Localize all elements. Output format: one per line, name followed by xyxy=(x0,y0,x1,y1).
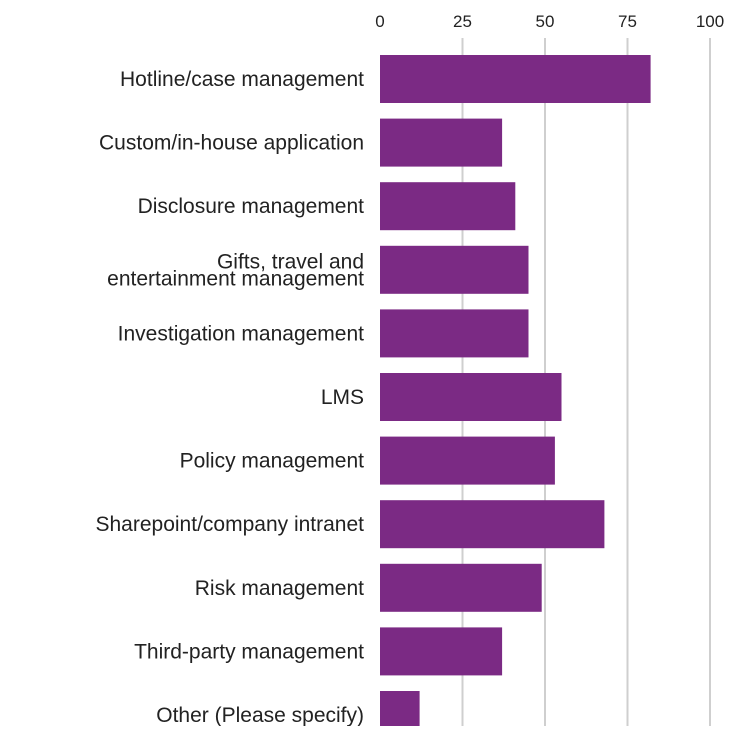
bar xyxy=(380,55,651,103)
category-label: Third-party management xyxy=(134,640,364,663)
bar xyxy=(380,182,516,231)
category-label-line: entertainment management xyxy=(107,267,364,290)
category-labels: Hotline/case management Custom/in-house a… xyxy=(96,68,365,727)
x-tick-label: 25 xyxy=(453,12,472,31)
bar xyxy=(380,691,420,731)
bar xyxy=(380,563,542,612)
bar xyxy=(380,436,555,485)
category-label: Custom/in-house application xyxy=(99,132,364,155)
bar xyxy=(380,373,562,421)
bar xyxy=(380,118,503,167)
x-axis-ticks: 0 25 50 75 100 xyxy=(375,12,724,31)
bar xyxy=(380,500,605,549)
category-label: Hotline/case management xyxy=(120,68,364,91)
category-label: Other (Please specify) xyxy=(156,704,364,726)
category-label: LMS xyxy=(321,386,364,409)
category-label: Investigation management xyxy=(118,322,364,345)
bar xyxy=(380,627,503,676)
bar-layer xyxy=(380,55,651,731)
bar xyxy=(380,309,529,358)
category-label: Sharepoint/company intranet xyxy=(96,513,365,536)
category-label: Disclosure management xyxy=(138,195,365,218)
category-label-line: Gifts, travel and xyxy=(217,250,364,273)
bar xyxy=(380,245,529,294)
category-label: Risk management xyxy=(195,577,364,600)
category-label: Gifts, travel and entertainment managemen… xyxy=(107,250,364,290)
category-label: Policy management xyxy=(180,450,365,473)
x-tick-label: 100 xyxy=(696,12,724,31)
x-tick-label: 0 xyxy=(375,12,384,31)
x-tick-label: 50 xyxy=(536,12,555,31)
x-tick-label: 75 xyxy=(618,12,637,31)
